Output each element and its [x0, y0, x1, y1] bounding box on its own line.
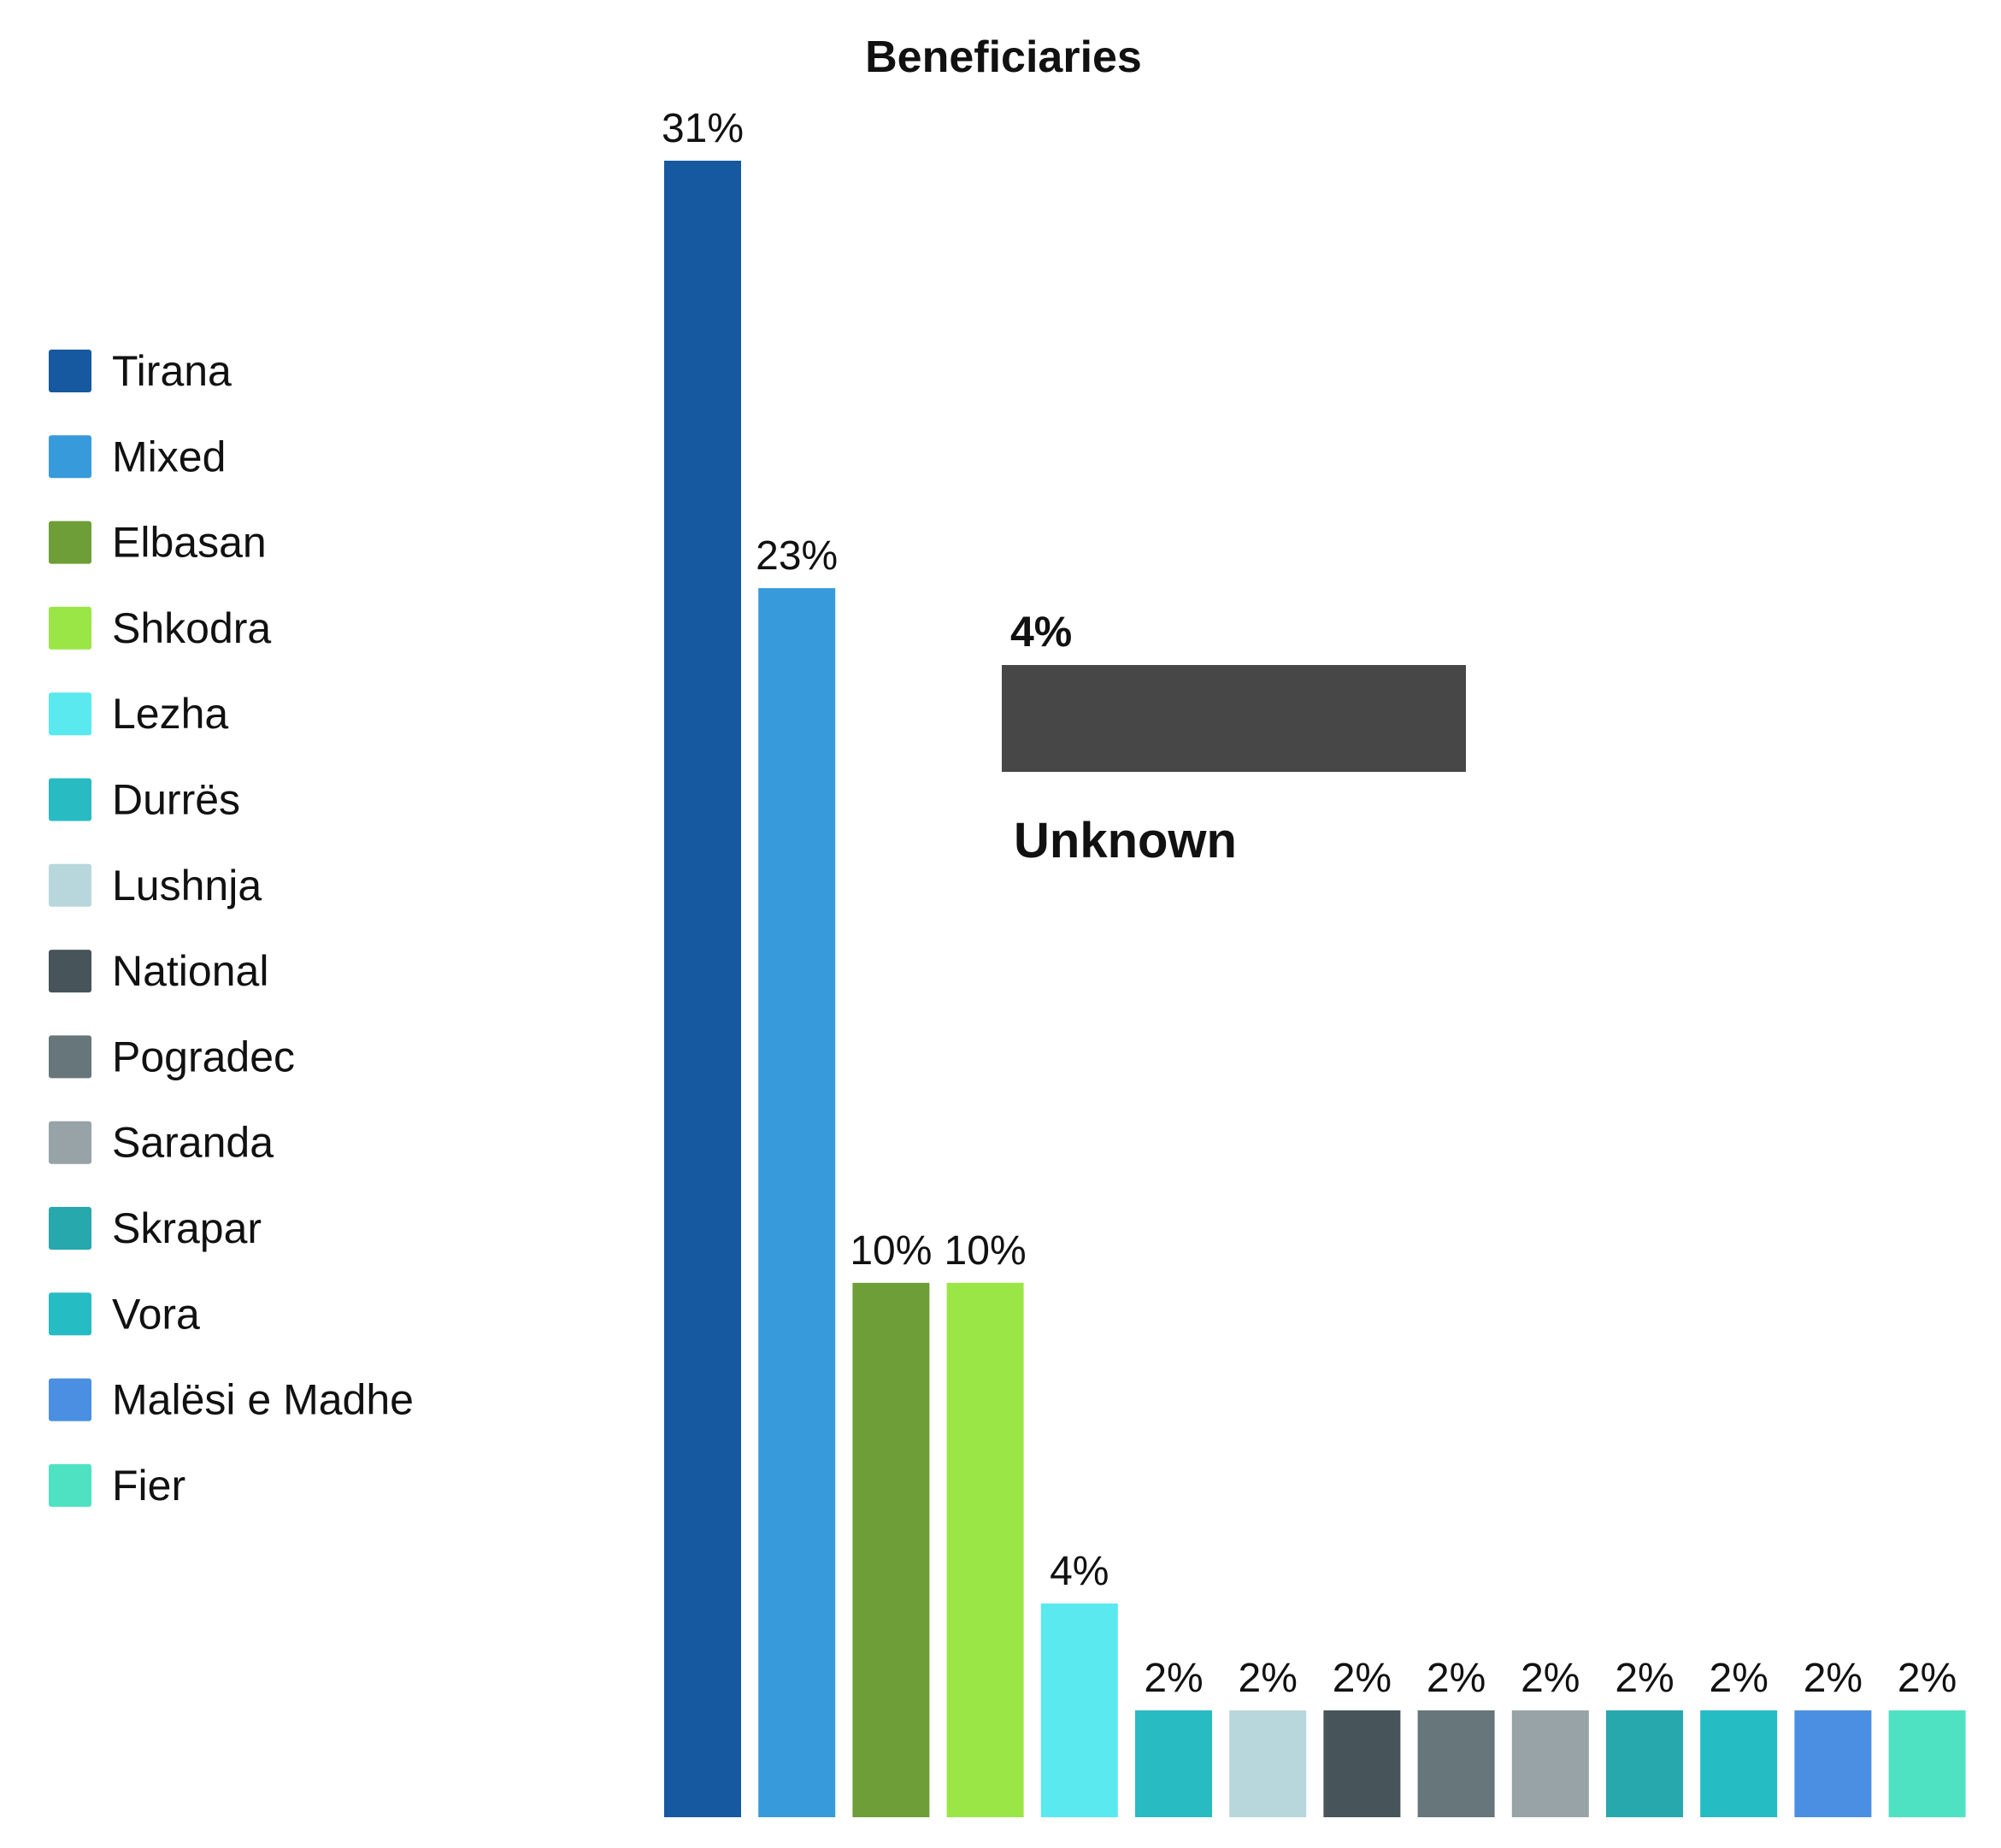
legend-swatch-national: [49, 950, 91, 993]
legend-swatch-shkodra: [49, 606, 91, 650]
bar-elbasan: [852, 1282, 930, 1817]
data-label-tirana: 31%: [662, 106, 744, 151]
bar-pogradec: [1417, 1710, 1495, 1817]
legend-label-tirana: Tirana: [112, 347, 232, 395]
legend-swatch-lezha: [49, 692, 91, 736]
data-label-shkodra: 10%: [945, 1228, 1027, 1274]
legend-label-lushnja: Lushnja: [112, 862, 262, 909]
data-label-malesi-e-madhe: 2%: [1804, 1656, 1863, 1701]
legend-item-fier: Fier: [49, 1462, 185, 1510]
legend-label-saranda: Saranda: [112, 1119, 274, 1167]
legend-item-vora: Vora: [49, 1290, 200, 1338]
legend: Tirana Mixed Elbasan Shkodra Lezha Durrës Lush…: [49, 347, 414, 1510]
legend-label-malesi-e-madhe: Malësi e Madhe: [112, 1376, 414, 1424]
legend-label-lezha: Lezha: [112, 690, 228, 738]
legend-swatch-fier: [49, 1463, 91, 1507]
legend-label-shkodra: Shkodra: [112, 604, 271, 652]
legend-item-lushnja: Lushnja: [49, 862, 262, 909]
data-label-pogradec: 2%: [1427, 1656, 1486, 1701]
legend-item-pogradec: Pogradec: [49, 1033, 295, 1080]
data-label-saranda: 2%: [1521, 1656, 1580, 1701]
bar-lushnja: [1229, 1710, 1307, 1817]
legend-item-national: National: [49, 947, 268, 995]
legend-item-tirana: Tirana: [49, 347, 232, 395]
legend-item-durres: Durrës: [49, 776, 240, 824]
data-label-vora: 2%: [1710, 1656, 1769, 1701]
legend-item-saranda: Saranda: [49, 1119, 274, 1167]
bar-lezha: [1040, 1603, 1118, 1817]
bar-mixed: [758, 588, 836, 1817]
legend-swatch-durres: [49, 778, 91, 821]
legend-item-lezha: Lezha: [49, 690, 228, 738]
legend-label-fier: Fier: [112, 1462, 185, 1510]
bar-fier: [1888, 1710, 1966, 1817]
data-label-durres: 2%: [1144, 1656, 1203, 1701]
legend-item-elbasan: Elbasan: [49, 519, 267, 567]
legend-swatch-saranda: [49, 1121, 91, 1164]
inset-value-label: 4%: [1010, 608, 1072, 656]
bar-national: [1323, 1710, 1401, 1817]
data-label-skrapar: 2%: [1615, 1656, 1674, 1701]
bar-malesi-e-madhe: [1794, 1710, 1872, 1817]
inset-bar-unknown: [1002, 665, 1466, 772]
legend-label-pogradec: Pogradec: [112, 1033, 295, 1080]
legend-swatch-elbasan: [49, 521, 91, 564]
legend-label-elbasan: Elbasan: [112, 519, 267, 567]
bar-durres: [1135, 1710, 1212, 1817]
bar-shkodra: [946, 1282, 1024, 1817]
legend-item-mixed: Mixed: [49, 433, 226, 480]
bar-saranda: [1511, 1710, 1589, 1817]
legend-swatch-pogradec: [49, 1035, 91, 1079]
bar-vora: [1700, 1710, 1778, 1817]
unknown-inset: 4% Unknown: [1002, 608, 1466, 868]
data-label-fier: 2%: [1898, 1656, 1957, 1701]
legend-item-skrapar: Skrapar: [49, 1204, 262, 1252]
data-label-mixed: 23%: [756, 533, 838, 579]
legend-label-vora: Vora: [112, 1290, 200, 1338]
legend-swatch-skrapar: [49, 1207, 91, 1250]
data-label-elbasan: 10%: [850, 1228, 932, 1274]
legend-swatch-lushnja: [49, 863, 91, 907]
inset-category-label: Unknown: [1014, 813, 1237, 868]
legend-item-malesi-e-madhe: Malësi e Madhe: [49, 1376, 414, 1424]
bar-tirana: [664, 161, 741, 1817]
data-label-national: 2%: [1333, 1656, 1392, 1701]
legend-swatch-tirana: [49, 350, 91, 392]
legend-swatch-malesi-e-madhe: [49, 1378, 91, 1421]
legend-label-skrapar: Skrapar: [112, 1204, 262, 1252]
bar-skrapar: [1606, 1710, 1683, 1817]
chart-title: Beneficiaries: [865, 32, 1142, 82]
bars: 31% 23% 10% 10% 4% 2% 2% 2% 2% 2% 2% 2% 2% 2%: [662, 106, 1966, 1817]
legend-item-shkodra: Shkodra: [49, 604, 271, 652]
data-label-lezha: 4%: [1050, 1549, 1109, 1594]
legend-label-durres: Durrës: [112, 776, 240, 824]
legend-label-mixed: Mixed: [112, 433, 226, 480]
data-label-lushnja: 2%: [1239, 1656, 1298, 1701]
legend-label-national: National: [112, 947, 268, 995]
legend-swatch-mixed: [49, 435, 91, 479]
legend-swatch-vora: [49, 1292, 91, 1336]
